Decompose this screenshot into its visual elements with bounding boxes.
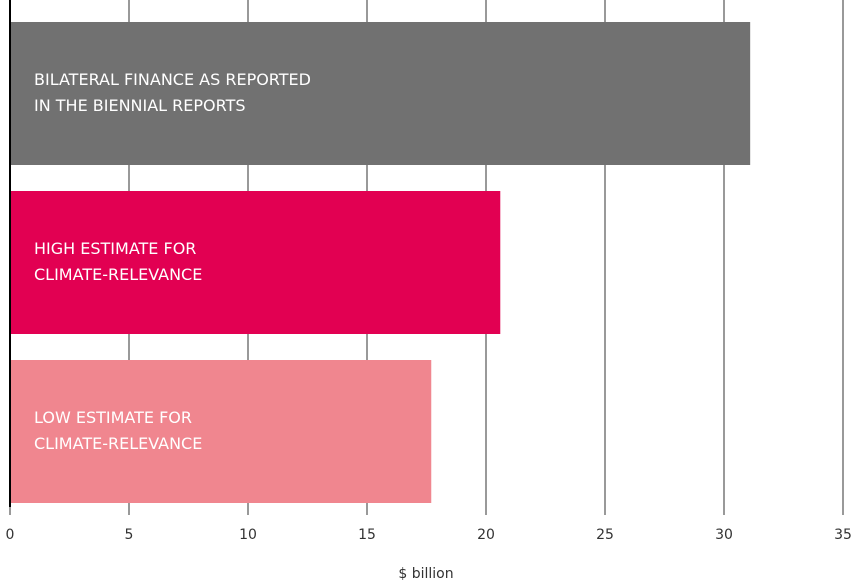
x-tick-label: 25	[596, 527, 614, 543]
x-tick-label: 10	[239, 527, 257, 543]
x-tick-label: 5	[125, 527, 134, 543]
category-label: IN THE BIENNIAL REPORTS	[34, 96, 246, 115]
category-label: LOW ESTIMATE FOR	[34, 408, 192, 427]
bar	[10, 360, 432, 503]
category-label: HIGH ESTIMATE FOR	[34, 239, 196, 258]
x-tick-label: 20	[477, 527, 495, 543]
category-label: CLIMATE-RELEVANCE	[34, 265, 202, 284]
x-tick-label: 30	[715, 527, 733, 543]
category-label: CLIMATE-RELEVANCE	[34, 434, 202, 453]
category-label: BILATERAL FINANCE AS REPORTED	[34, 70, 311, 89]
x-axis-label: $ billion	[398, 566, 453, 582]
x-tick-label: 15	[358, 527, 376, 543]
bar	[10, 22, 751, 165]
x-tick-label: 0	[6, 527, 15, 543]
x-tick-label: 35	[834, 527, 851, 543]
bar	[10, 191, 501, 334]
